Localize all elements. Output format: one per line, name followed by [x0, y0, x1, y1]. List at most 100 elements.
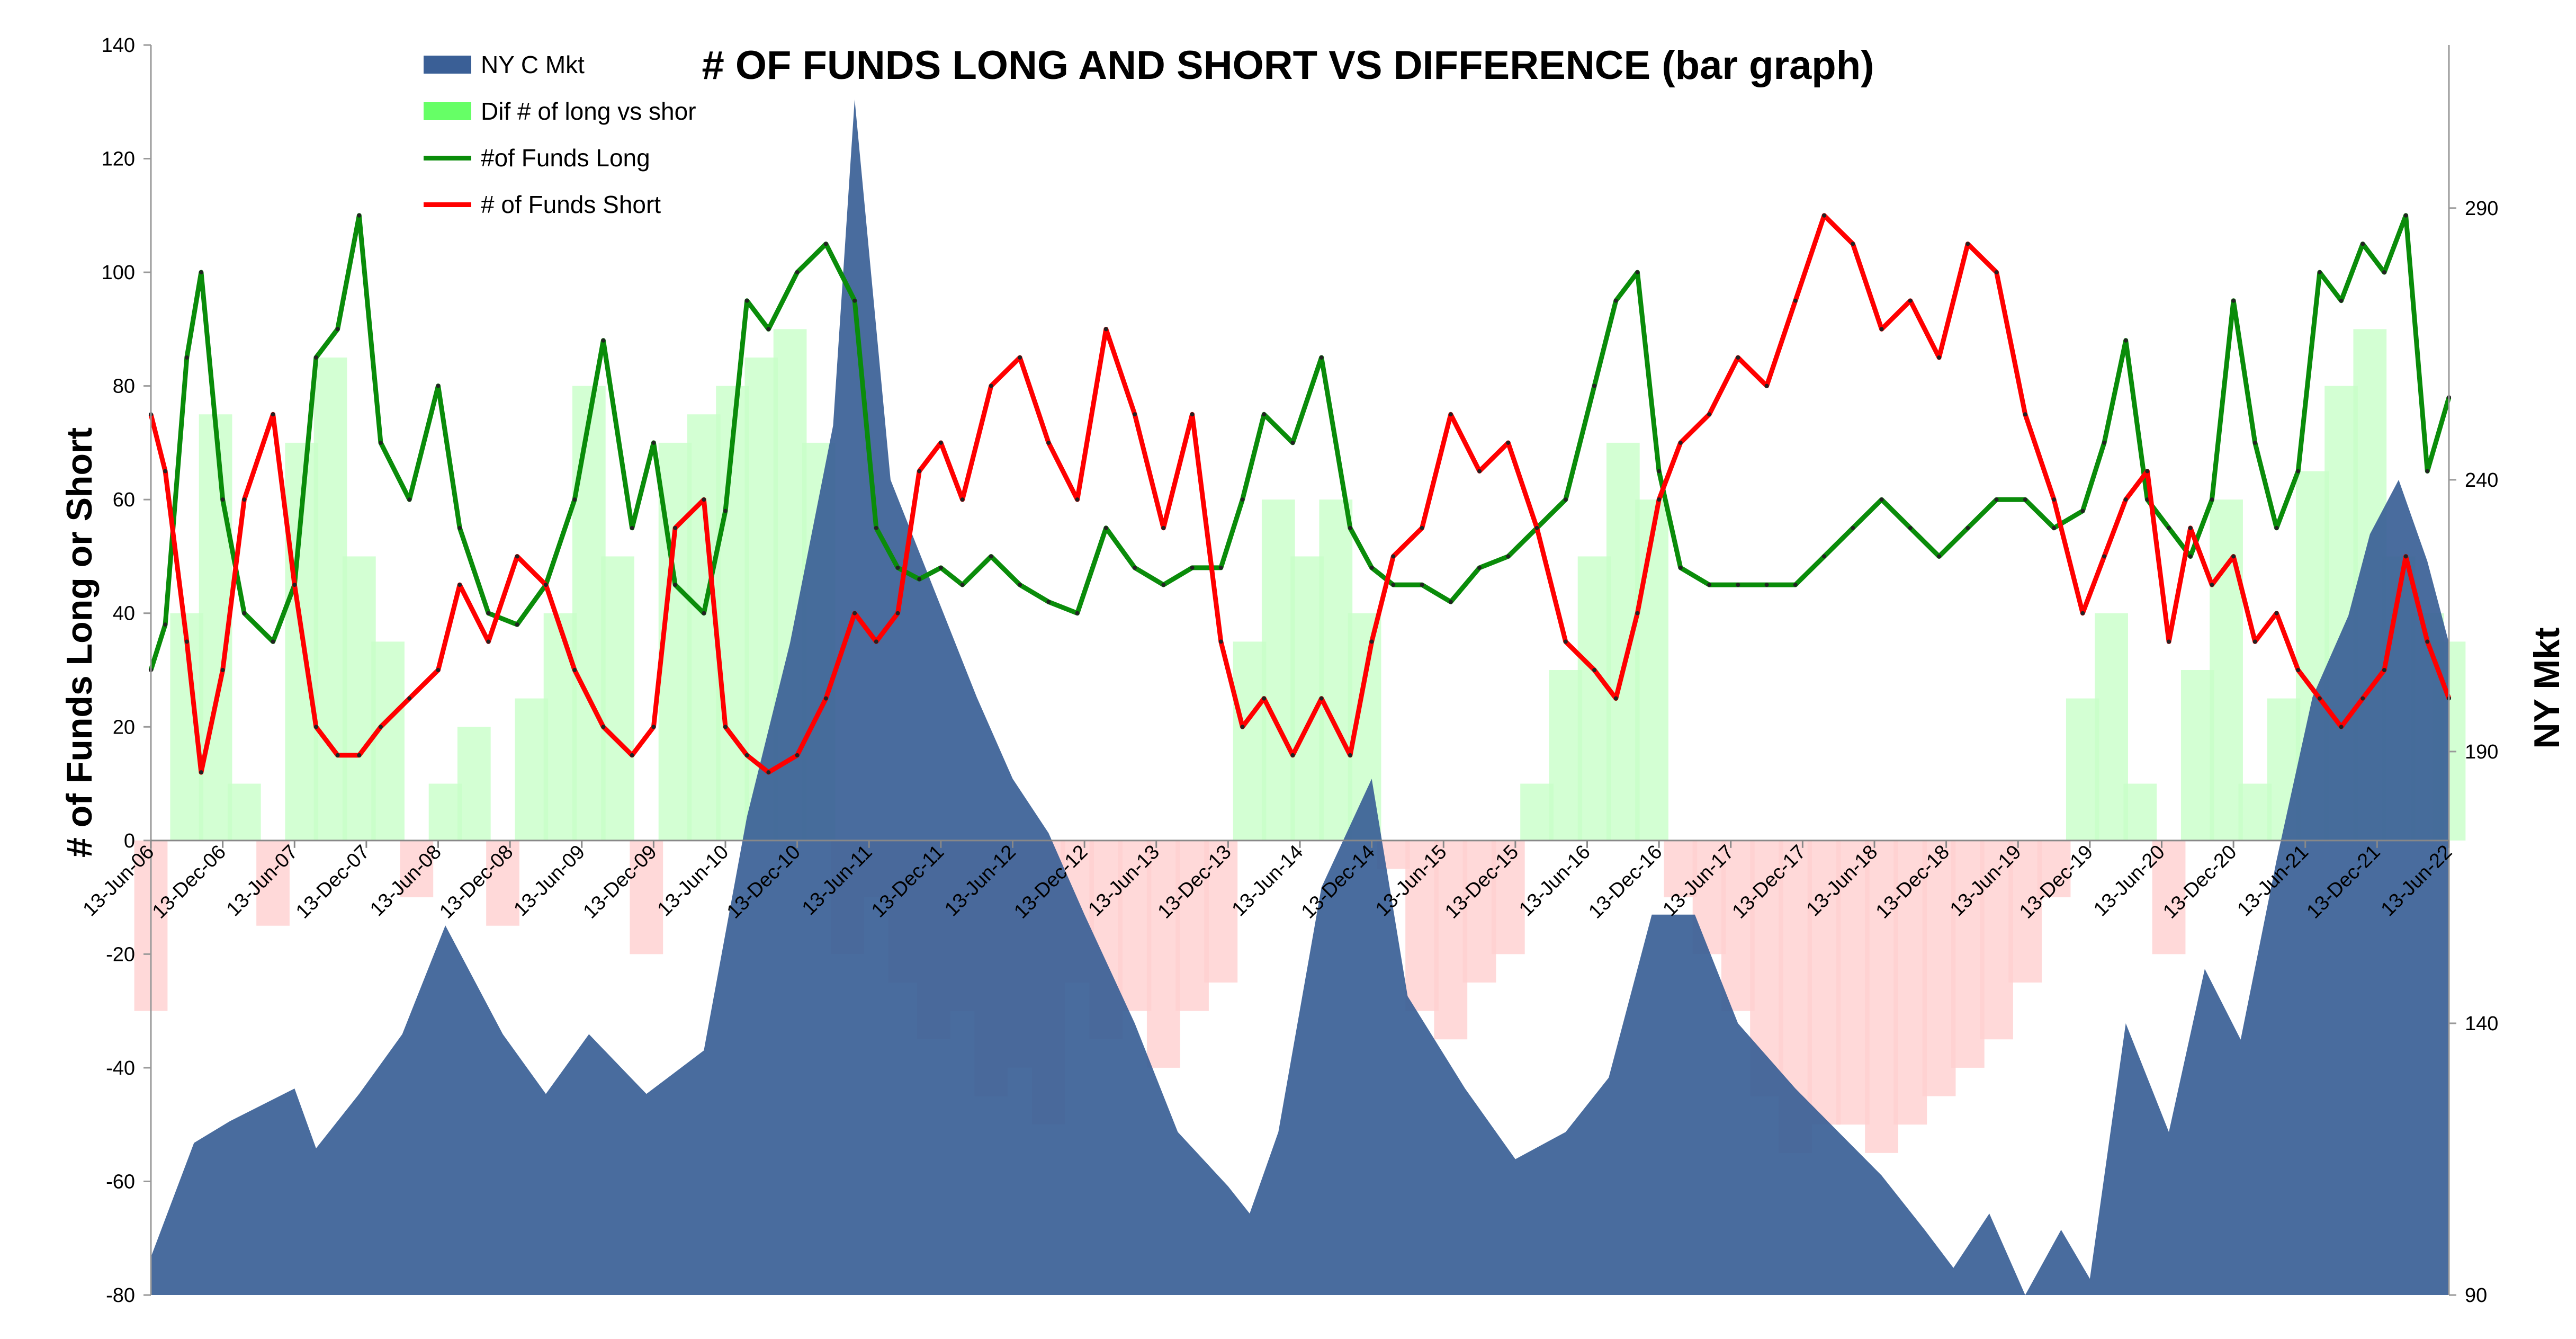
y-left-tick-label: 60 — [113, 489, 135, 511]
funds-short-point — [823, 696, 828, 701]
y-left-tick-label: 40 — [113, 603, 135, 625]
funds-short-point — [1075, 497, 1080, 502]
funds-short-point — [335, 753, 340, 757]
funds-long-point — [436, 383, 441, 388]
funds-short-point — [313, 725, 318, 729]
difference-bar — [2095, 613, 2128, 841]
funds-long-point — [630, 525, 634, 530]
difference-bar — [1434, 840, 1468, 1040]
difference-bar — [1951, 840, 1985, 1068]
funds-short-point — [2231, 554, 2236, 559]
funds-long-point — [2123, 338, 2128, 343]
difference-bar — [1577, 556, 1611, 841]
difference-bar — [2210, 499, 2243, 841]
funds-long-point — [2102, 440, 2106, 445]
funds-long-point — [1657, 469, 1662, 474]
funds-long-point — [1793, 583, 1798, 587]
funds-short-point — [1793, 298, 1798, 303]
funds-short-point — [795, 753, 800, 757]
funds-short-point — [1851, 242, 1855, 246]
funds-short-point — [1678, 440, 1683, 445]
funds-long-point — [702, 611, 706, 615]
funds-short-point — [2102, 554, 2106, 559]
funds-long-point — [1613, 298, 1618, 303]
funds-short-point — [1369, 639, 1374, 644]
funds-long-point — [2210, 497, 2214, 502]
funds-long-point — [1477, 565, 1482, 570]
funds-long-point — [1879, 497, 1884, 502]
funds-short-point — [1477, 469, 1482, 474]
funds-short-point — [2360, 696, 2365, 701]
ny-c-mkt-area — [151, 99, 2449, 1295]
difference-bar — [1836, 840, 1870, 1125]
funds-short-point — [1879, 327, 1884, 332]
difference-bar — [371, 641, 405, 841]
y-right-tick-label: 90 — [2465, 1284, 2487, 1307]
funds-long-point — [1635, 270, 1640, 275]
chart-title: # OF FUNDS LONG AND SHORT VS DIFFERENCE … — [702, 43, 1874, 88]
funds-short-point — [1707, 412, 1712, 417]
funds-short-point — [1240, 725, 1245, 729]
difference-bar — [515, 698, 549, 841]
funds-long-point — [1822, 554, 1827, 559]
funds-short-point — [2425, 639, 2430, 644]
funds-long-point — [1133, 565, 1137, 570]
legend-item-funds-long: #of Funds Long — [424, 135, 696, 181]
funds-short-point — [2210, 583, 2214, 587]
difference-bar — [1865, 840, 1898, 1153]
legend-item-difference: Dif # of long vs shor — [424, 88, 696, 135]
funds-short-point — [1133, 412, 1137, 417]
funds-long-point — [1240, 497, 1245, 502]
funds-long-point — [1262, 412, 1267, 417]
funds-short-point — [1937, 355, 1942, 360]
difference-bar — [1807, 840, 1841, 1125]
funds-short-point — [1420, 525, 1424, 530]
funds-long-point — [938, 565, 943, 570]
funds-short-point — [2080, 611, 2085, 615]
difference-bar — [2008, 840, 2042, 983]
funds-short-point — [1218, 639, 1223, 644]
legend-label: Dif # of long vs shor — [481, 97, 696, 125]
difference-bar — [486, 840, 519, 926]
funds-long-point — [2080, 508, 2085, 513]
legend: NY C Mkt Dif # of long vs shor #of Funds… — [424, 41, 696, 228]
funds-long-point — [1290, 440, 1295, 445]
funds-long-point — [1348, 525, 1352, 530]
funds-long-point — [572, 497, 577, 502]
funds-short-point — [2052, 497, 2057, 502]
difference-bar — [630, 840, 663, 954]
funds-long-point — [457, 525, 462, 530]
difference-bar — [1405, 840, 1439, 1011]
funds-long-point — [1391, 583, 1396, 587]
funds-short-point — [1994, 270, 1999, 275]
difference-bar — [2180, 670, 2214, 841]
funds-long-point — [163, 622, 168, 627]
x-tick-label: 13-Dec-16 — [1584, 841, 1666, 923]
funds-long-point — [1420, 583, 1424, 587]
funds-short-point — [1822, 213, 1827, 218]
difference-bar — [2152, 840, 2186, 954]
funds-long-point — [1161, 583, 1166, 587]
difference-bar — [227, 783, 261, 841]
funds-long-point — [1369, 565, 1374, 570]
funds-short-point — [874, 639, 878, 644]
funds-long-point — [2252, 440, 2257, 445]
difference-bar — [1491, 840, 1525, 954]
funds-long-point — [852, 298, 857, 303]
funds-long-point — [1851, 525, 1855, 530]
funds-long-point — [895, 565, 900, 570]
difference-bar — [256, 840, 290, 926]
y-left-tick-label: -60 — [106, 1171, 135, 1193]
difference-bar — [1290, 556, 1324, 841]
funds-short-point — [1592, 668, 1597, 672]
funds-long-point — [1678, 565, 1683, 570]
funds-long-point — [723, 508, 728, 513]
funds-long-point — [2274, 525, 2279, 530]
y-left-tick-label: 80 — [113, 376, 135, 398]
funds-short-point — [766, 770, 771, 775]
funds-long-point — [199, 270, 203, 275]
funds-long-point — [2052, 525, 2057, 530]
difference-bar — [1606, 442, 1640, 841]
funds-long-point — [1707, 583, 1712, 587]
funds-long-point — [1994, 497, 1999, 502]
